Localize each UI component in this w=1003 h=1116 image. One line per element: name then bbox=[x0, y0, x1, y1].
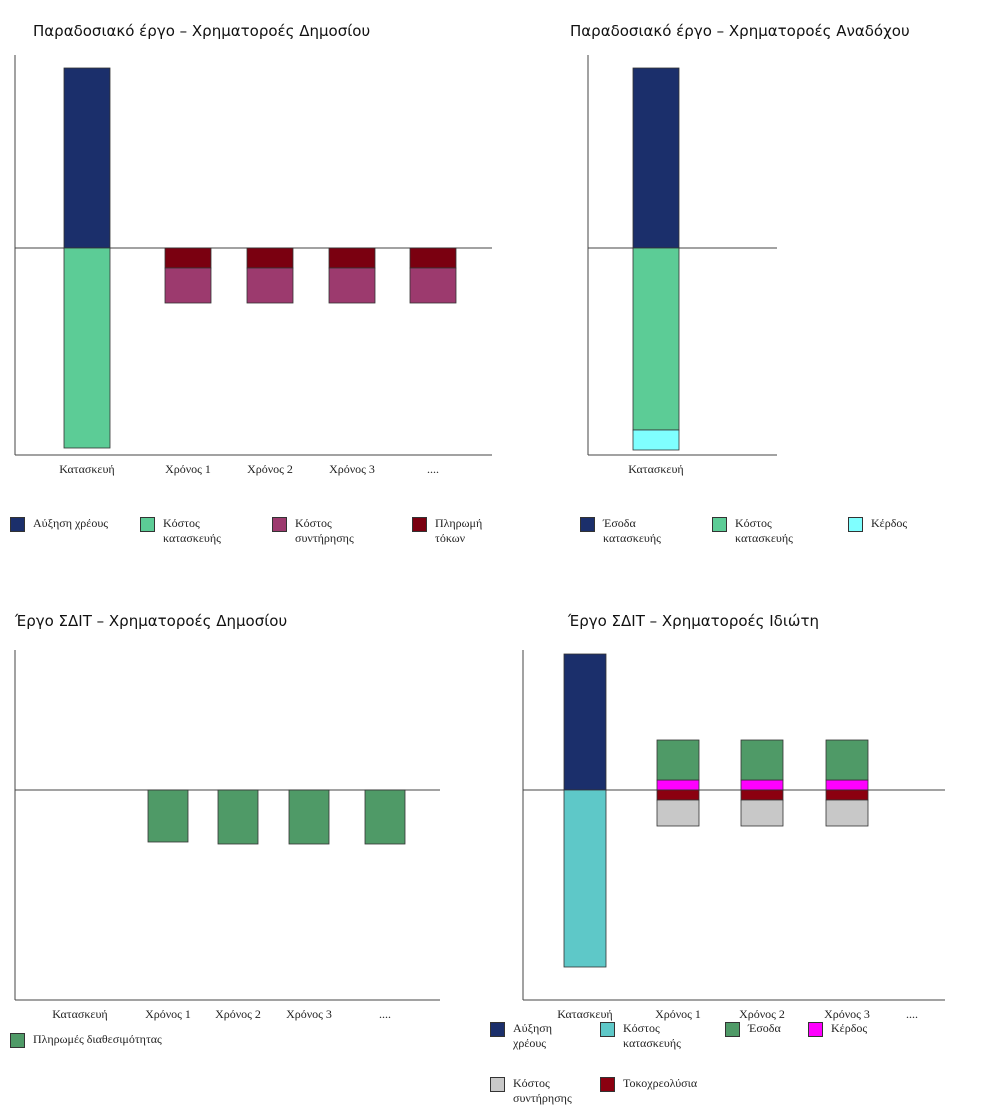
legend-label: Πληρωμές διαθεσιμότητας bbox=[33, 1032, 162, 1046]
legend-item: Κόστος κατασκευής bbox=[600, 1021, 703, 1051]
legend-item: Κόστος συντήρησης bbox=[490, 1076, 573, 1106]
legend-item: Κέρδος bbox=[848, 516, 907, 532]
legend-item: Πληρωμές διαθεσιμότητας bbox=[10, 1032, 162, 1048]
legend-label: Κέρδος bbox=[831, 1021, 868, 1035]
legend-swatch bbox=[808, 1022, 823, 1037]
x-tick-label: Χρόνος 1 bbox=[145, 1007, 191, 1021]
legend-item: Κόστος κατασκευής bbox=[712, 516, 815, 546]
x-tick-label: Χρόνος 3 bbox=[329, 462, 375, 476]
legend-item: Τοκοχρεολύσια bbox=[600, 1076, 697, 1092]
chart-title: Έργο ΣΔΙΤ – Χρηματοροές Δημοσίου bbox=[14, 612, 287, 630]
legend-item: Κέρδος bbox=[808, 1021, 867, 1037]
legend-label: Κόστος συντήρησης bbox=[295, 516, 354, 545]
bar-segment bbox=[246, 267, 294, 304]
x-tick-label: Χρόνος 3 bbox=[286, 1007, 332, 1021]
bar-segment bbox=[63, 247, 111, 449]
x-tick-label: Χρόνος 2 bbox=[215, 1007, 261, 1021]
legend-swatch bbox=[600, 1077, 615, 1092]
legend-item: Έσοδα bbox=[725, 1021, 781, 1037]
legend-swatch bbox=[725, 1022, 740, 1037]
chart-title: Παραδοσιακό έργο – Χρηματοροές Αναδόχου bbox=[570, 22, 910, 40]
x-tick-label: .... bbox=[906, 1007, 918, 1021]
bar-segment bbox=[328, 247, 376, 269]
legend-label: Αύξηση χρέους bbox=[33, 516, 109, 530]
legend-swatch bbox=[10, 1033, 25, 1048]
bar-segment bbox=[563, 789, 607, 968]
bar-segment bbox=[164, 267, 212, 304]
bar-segment bbox=[217, 789, 259, 845]
x-tick-label: Κατασκευή bbox=[59, 462, 114, 476]
legend-item: Αύξηση χρέους bbox=[10, 516, 108, 532]
legend-item: Έσοδα κατασκευής bbox=[580, 516, 683, 546]
x-tick-label: Χρόνος 1 bbox=[655, 1007, 701, 1021]
x-tick-label: Κατασκευή bbox=[557, 1007, 612, 1021]
bar-segment bbox=[164, 247, 212, 269]
x-tick-label: .... bbox=[427, 462, 439, 476]
bar-segment bbox=[740, 739, 784, 781]
legend-swatch bbox=[490, 1077, 505, 1092]
bar-segment bbox=[656, 799, 700, 827]
legend-swatch bbox=[712, 517, 727, 532]
bar-segment bbox=[825, 739, 869, 781]
legend-swatch bbox=[10, 517, 25, 532]
legend-swatch bbox=[140, 517, 155, 532]
legend-label: Έσοδα bbox=[748, 1021, 781, 1035]
legend-item: Αύξηση χρέους bbox=[490, 1021, 568, 1051]
legend-label: Πληρωμή τόκων bbox=[435, 516, 483, 545]
legend-item: Κόστος κατασκευής bbox=[140, 516, 243, 546]
bar-segment bbox=[656, 739, 700, 781]
bar-segment bbox=[409, 267, 457, 304]
chart-title: Παραδοσιακό έργο – Χρηματοροές Δημοσίου bbox=[33, 22, 370, 40]
legend-label: Έσοδα κατασκευής bbox=[603, 516, 661, 545]
bar-segment bbox=[147, 789, 189, 843]
x-tick-label: Χρόνος 1 bbox=[165, 462, 211, 476]
x-tick-label: Χρόνος 2 bbox=[739, 1007, 785, 1021]
legend-label: Κέρδος bbox=[871, 516, 908, 530]
chart-title: Έργο ΣΔΙΤ – Χρηματοροές Ιδιώτη bbox=[567, 612, 819, 630]
bar-segment bbox=[740, 799, 784, 827]
bar-segment bbox=[740, 789, 784, 801]
bar-segment bbox=[246, 247, 294, 269]
legend-swatch bbox=[272, 517, 287, 532]
x-tick-label: Κατασκευή bbox=[52, 1007, 107, 1021]
legend-swatch bbox=[848, 517, 863, 532]
legend-swatch bbox=[490, 1022, 505, 1037]
bar-segment bbox=[825, 779, 869, 791]
bar-segment bbox=[409, 247, 457, 269]
legend-label: Κόστος κατασκευής bbox=[623, 1021, 681, 1050]
legend-item: Κόστος συντήρησης bbox=[272, 516, 375, 546]
legend-swatch bbox=[580, 517, 595, 532]
bar-segment bbox=[825, 789, 869, 801]
bar-segment bbox=[288, 789, 330, 845]
legend-label: Αύξηση χρέους bbox=[513, 1021, 552, 1050]
x-tick-label: .... bbox=[379, 1007, 391, 1021]
x-tick-label: Κατασκευή bbox=[628, 462, 683, 476]
bar-segment bbox=[656, 779, 700, 791]
legend-swatch bbox=[600, 1022, 615, 1037]
bar-segment bbox=[328, 267, 376, 304]
bar-segment bbox=[632, 247, 680, 431]
bar-segment bbox=[63, 67, 111, 249]
bar-segment bbox=[563, 653, 607, 791]
bar-segment bbox=[632, 67, 680, 249]
legend-swatch bbox=[412, 517, 427, 532]
legend-label: Κόστος κατασκευής bbox=[735, 516, 793, 545]
bar-segment bbox=[656, 789, 700, 801]
x-tick-label: Χρόνος 2 bbox=[247, 462, 293, 476]
legend-label: Κόστος συντήρησης bbox=[513, 1076, 572, 1105]
bar-segment bbox=[825, 799, 869, 827]
x-tick-label: Χρόνος 3 bbox=[824, 1007, 870, 1021]
bar-segment bbox=[364, 789, 406, 845]
legend-label: Κόστος κατασκευής bbox=[163, 516, 221, 545]
legend-item: Πληρωμή τόκων bbox=[412, 516, 495, 546]
legend-label: Τοκοχρεολύσια bbox=[623, 1076, 698, 1090]
bar-segment bbox=[740, 779, 784, 791]
bar-segment bbox=[632, 429, 680, 451]
